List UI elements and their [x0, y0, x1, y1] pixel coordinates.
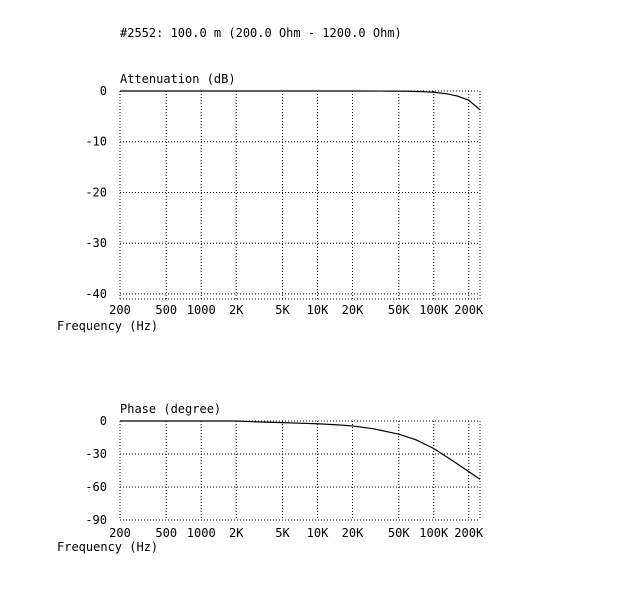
attenuation-xtick-label-8: 100K [419, 303, 449, 317]
phase-xtick-label-9: 200K [454, 526, 484, 540]
attenuation-xtick-label-0: 200 [109, 303, 131, 317]
phase-xlabel: Frequency (Hz) [57, 540, 158, 554]
attenuation-ytick-label-0: 0 [100, 84, 107, 98]
attenuation-xtick-label-9: 200K [454, 303, 484, 317]
phase-ytick-label-3: -90 [85, 513, 107, 527]
attenuation-xtick-label-7: 50K [388, 303, 410, 317]
attenuation-xtick-label-1: 500 [155, 303, 177, 317]
phase-xtick-label-0: 200 [109, 526, 131, 540]
phase-ytick-label-2: -60 [85, 480, 107, 494]
phase-xtick-label-5: 10K [307, 526, 329, 540]
attenuation-xlabel: Frequency (Hz) [57, 319, 158, 333]
attenuation-ytick-label-3: -30 [85, 236, 107, 250]
attenuation-xtick-label-4: 5K [275, 303, 290, 317]
phase-title: Phase (degree) [120, 402, 221, 416]
phase-ytick-label-1: -30 [85, 447, 107, 461]
phase-xtick-label-8: 100K [419, 526, 449, 540]
phase-xtick-label-3: 2K [229, 526, 244, 540]
attenuation-xtick-label-2: 1000 [187, 303, 216, 317]
phase-series-line-0 [120, 420, 481, 480]
attenuation-xtick-label-3: 2K [229, 303, 244, 317]
page-title: #2552: 100.0 m (200.0 Ohm - 1200.0 Ohm) [120, 26, 402, 40]
attenuation-xtick-label-6: 20K [342, 303, 364, 317]
phase-xtick-label-6: 20K [342, 526, 364, 540]
attenuation-xtick-label-5: 10K [307, 303, 329, 317]
phase-ytick-label-0: 0 [100, 414, 107, 428]
phase-xtick-label-1: 500 [155, 526, 177, 540]
attenuation-ytick-label-2: -20 [85, 185, 107, 199]
attenuation-series-line-0 [120, 90, 481, 111]
attenuation-ytick-label-4: -40 [85, 287, 107, 301]
attenuation-ytick-label-1: -10 [85, 135, 107, 149]
attenuation-title: Attenuation (dB) [120, 72, 236, 86]
phase-xtick-label-2: 1000 [187, 526, 216, 540]
phase-xtick-label-7: 50K [388, 526, 410, 540]
phase-xtick-label-4: 5K [275, 526, 290, 540]
